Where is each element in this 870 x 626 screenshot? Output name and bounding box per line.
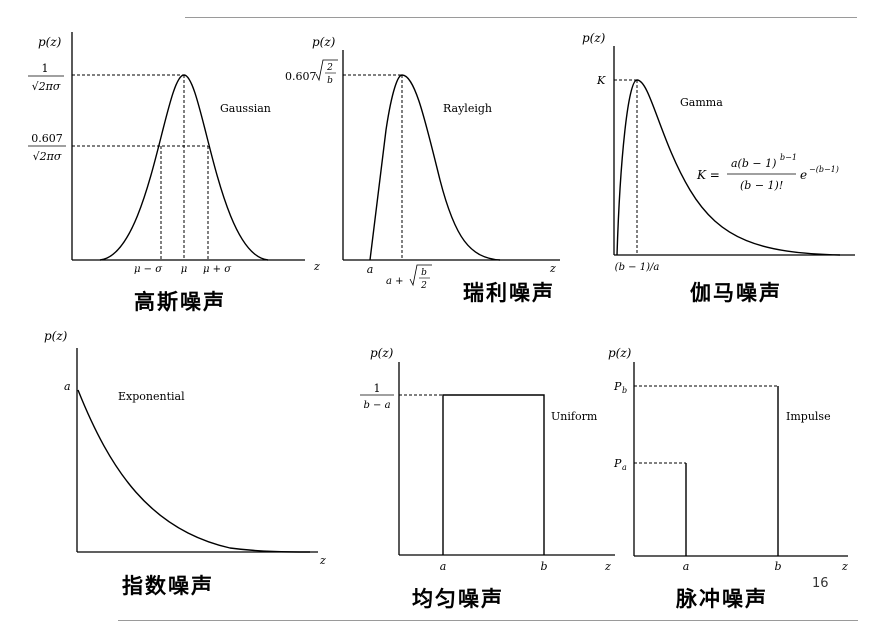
- exponential-x-label: z: [319, 554, 326, 567]
- caption-gamma: 伽马噪声: [690, 281, 782, 305]
- gaussian-mu-minus-label: μ − σ: [134, 264, 163, 275]
- impulse-plot: p(z) z Impulse P b P a a b: [608, 346, 848, 573]
- impulse-a-label: a: [683, 560, 690, 573]
- rayleigh-a-label: a: [367, 263, 374, 276]
- gamma-formula-den: (b − 1)!: [740, 179, 783, 192]
- gaussian-mu-plus-label: μ + σ: [203, 264, 232, 275]
- top-rule: [185, 17, 857, 18]
- gaussian-plot: p(z) z Gaussian 1 √2πσ 0.607 √2πσ μ − σ …: [28, 32, 320, 275]
- uniform-a-label: a: [440, 560, 447, 573]
- uniform-b-label: b: [540, 560, 547, 573]
- rayleigh-peak-root-den: b: [327, 76, 333, 86]
- exponential-name: Exponential: [118, 390, 185, 403]
- exponential-plot: p(z) z Exponential a: [44, 329, 326, 567]
- gaussian-607-num: 0.607: [31, 132, 63, 145]
- uniform-x-label: z: [604, 560, 611, 573]
- uniform-height-den: b − a: [363, 400, 390, 411]
- rayleigh-plot: p(z) z Rayleigh 0.607 2 b a a + b 2: [285, 35, 560, 291]
- gamma-formula-num: a(b − 1): [731, 157, 776, 170]
- caption-impulse: 脉冲噪声: [676, 587, 768, 611]
- gaussian-607-den: √2πσ: [33, 150, 62, 163]
- rayleigh-peak-value: 0.607: [285, 70, 317, 83]
- gamma-x-label: (b − 1)/a: [615, 262, 660, 273]
- impulse-pa-label: P: [613, 457, 622, 470]
- caption-rayleigh: 瑞利噪声: [463, 281, 555, 305]
- uniform-height-num: 1: [374, 382, 381, 395]
- caption-gaussian: 高斯噪声: [134, 290, 226, 314]
- gaussian-peak-num: 1: [42, 62, 49, 75]
- impulse-pb-sub: b: [622, 386, 627, 395]
- gamma-formula-e: e: [800, 168, 807, 182]
- bottom-rule: [118, 620, 858, 621]
- rayleigh-peak-root-num: 2: [326, 63, 333, 73]
- gaussian-x-label: z: [313, 260, 320, 273]
- gaussian-name: Gaussian: [220, 102, 271, 115]
- caption-exponential: 指数噪声: [122, 574, 214, 598]
- uniform-name: Uniform: [551, 410, 598, 423]
- impulse-name: Impulse: [786, 410, 831, 423]
- impulse-y-label: p(z): [608, 346, 632, 360]
- gamma-plot: p(z) Gamma K (b − 1)/a K = a(b − 1) b−1 …: [582, 31, 855, 273]
- caption-uniform: 均匀噪声: [412, 587, 504, 611]
- rayleigh-name: Rayleigh: [443, 102, 492, 115]
- slide-number: 16: [812, 576, 829, 591]
- rayleigh-x-label: z: [549, 262, 556, 275]
- impulse-x-label: z: [841, 560, 848, 573]
- exponential-curve: [77, 389, 311, 553]
- gamma-formula-lhs: K =: [696, 168, 720, 182]
- gamma-formula-e-exp: −(b−1): [809, 165, 839, 174]
- rayleigh-xtick-label: a +: [386, 276, 404, 287]
- gamma-y-label: p(z): [582, 31, 606, 45]
- rayleigh-peak-radical: [315, 59, 338, 82]
- rayleigh-y-label: p(z): [312, 35, 336, 49]
- rayleigh-xtick-root-num: b: [421, 268, 427, 278]
- rayleigh-xtick-radical: [409, 264, 432, 287]
- impulse-pa-sub: a: [622, 463, 627, 472]
- uniform-plot: p(z) z Uniform 1 b − a a b: [360, 346, 615, 573]
- gamma-name: Gamma: [680, 96, 723, 109]
- gaussian-mu-label: μ: [181, 264, 188, 275]
- uniform-y-label: p(z): [370, 346, 394, 360]
- rayleigh-xtick-root-den: 2: [420, 281, 427, 291]
- gaussian-peak-den: √2πσ: [32, 80, 61, 93]
- exponential-y-label: p(z): [44, 329, 68, 343]
- impulse-pb-label: P: [613, 380, 622, 393]
- exponential-a-label: a: [64, 380, 71, 393]
- gamma-formula-num-exp: b−1: [780, 153, 797, 162]
- gaussian-y-label: p(z): [38, 35, 62, 49]
- gamma-curve: [616, 79, 841, 256]
- rayleigh-curve: [369, 74, 501, 261]
- gamma-K-label: K: [596, 74, 606, 87]
- uniform-box: [442, 394, 545, 555]
- impulse-b-label: b: [774, 560, 781, 573]
